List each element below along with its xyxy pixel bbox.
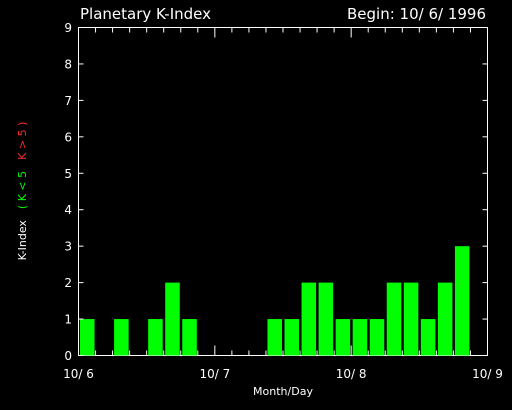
k-index-bar — [420, 319, 436, 356]
k-index-bar — [114, 319, 129, 356]
k-index-bar — [267, 319, 282, 356]
k-index-bar — [301, 282, 317, 356]
y-tick-label: 8 — [64, 57, 72, 71]
chart-subtitle: Begin: 10/ 6/ 1996 — [347, 5, 486, 23]
plot-frame — [78, 27, 488, 356]
y-tick-label: 1 — [64, 313, 72, 327]
k-index-bar — [454, 246, 470, 356]
y-axis-label: K-Index ( K < 5 K > 5 ) — [16, 122, 29, 261]
y-tick-label: 2 — [64, 276, 72, 290]
y-tick-label: 6 — [64, 130, 72, 144]
k-index-bar — [437, 282, 453, 356]
k-index-bar — [335, 319, 351, 356]
y-tick-label: 9 — [64, 21, 72, 35]
x-tick-label: 10/ 8 — [336, 367, 367, 381]
x-tick-label: 10/ 6 — [63, 367, 94, 381]
x-tick-label: 10/ 9 — [472, 367, 503, 381]
y-axis-label-part: K > 5 ) — [16, 122, 29, 171]
y-axis: 0 1 2 3 4 5 6 7 8 9 — [64, 21, 488, 363]
x-axis-label: Month/Day — [253, 385, 313, 398]
k-index-bar — [403, 282, 419, 356]
bar-series — [80, 246, 470, 356]
y-tick-label: 4 — [64, 203, 72, 217]
y-tick-label: 0 — [64, 349, 72, 363]
k-index-bar — [386, 282, 402, 356]
k-index-bar — [318, 282, 334, 356]
k-index-bar — [80, 319, 95, 356]
y-axis-label-part: K-Index — [16, 220, 29, 261]
y-tick-label: 3 — [64, 240, 72, 254]
k-index-bar — [182, 319, 197, 356]
k-index-bar — [148, 319, 163, 356]
k-index-bar — [284, 319, 300, 356]
x-tick-label: 10/ 7 — [199, 367, 230, 381]
k-index-bar — [165, 282, 180, 356]
chart-title: Planetary K-Index — [80, 5, 211, 23]
x-axis: 10/ 6 10/ 7 10/ 8 10/ 9 — [63, 27, 503, 381]
y-tick-label: 7 — [64, 94, 72, 108]
k-index-bar — [352, 319, 368, 356]
y-axis-label-part: ( K < 5 — [16, 171, 29, 220]
k-index-bar — [369, 319, 385, 356]
y-tick-label: 5 — [64, 167, 72, 181]
